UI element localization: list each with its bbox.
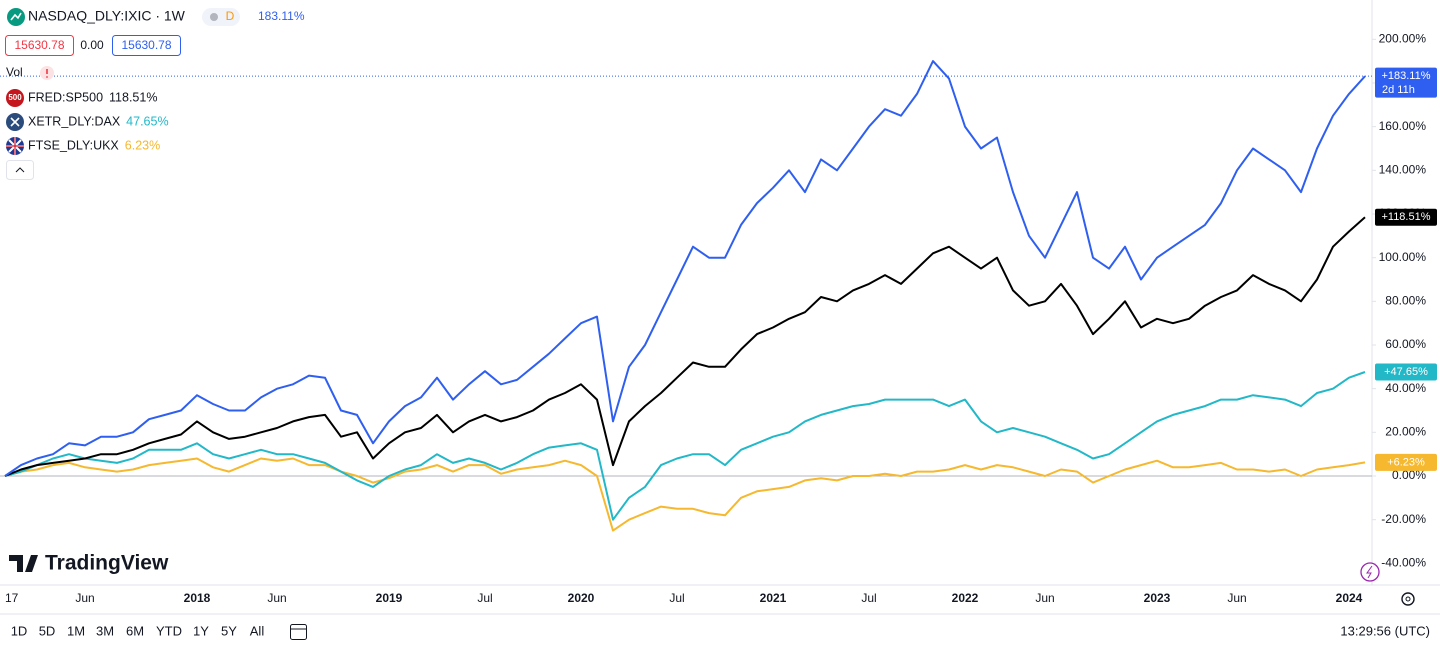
x-tick-label: Jul	[477, 591, 492, 605]
settings-icon[interactable]	[1401, 592, 1415, 606]
x-tick-label: Jul	[861, 591, 876, 605]
range-button[interactable]: 1M	[67, 623, 85, 638]
y-tick-label: 140.00%	[1379, 162, 1427, 176]
status-dot	[210, 13, 218, 21]
y-tick-label: 40.00%	[1385, 381, 1426, 395]
main-symbol: NASDAQ_DLY:IXIC · 1W	[28, 8, 186, 24]
plot	[0, 38, 1376, 564]
change-value: 0.00	[80, 38, 104, 52]
series-line	[4, 457, 1366, 532]
logo-mark	[9, 555, 38, 572]
price-badge-text: +6.23%	[1387, 456, 1425, 468]
lightning-glyph	[1366, 565, 1373, 579]
y-tick-label: 160.00%	[1379, 119, 1427, 133]
price-badge-text: +47.65%	[1384, 366, 1428, 378]
warning-dot	[46, 76, 48, 78]
price-badge-text: +118.51%	[1381, 211, 1430, 223]
series-line	[4, 60, 1366, 477]
range-button[interactable]: 5Y	[221, 623, 237, 638]
close-value: 15630.78	[121, 38, 171, 52]
clock: 13:29:56 (UTC)	[1340, 623, 1430, 638]
x-tick-label: Jun	[75, 591, 94, 605]
range-button[interactable]: 5D	[39, 623, 56, 638]
close-box	[112, 35, 181, 56]
range-button[interactable]: All	[250, 623, 265, 638]
open-box	[5, 35, 74, 56]
price-badge	[1375, 67, 1437, 98]
range-button[interactable]: 3M	[96, 623, 114, 638]
y-tick-label: -40.00%	[1381, 556, 1426, 570]
collapse-button[interactable]	[6, 160, 34, 180]
logo-text: TradingView	[45, 552, 169, 575]
y-tick-label: -20.00%	[1381, 512, 1426, 526]
price-badge	[1375, 208, 1437, 226]
x-tick-label: 17	[5, 591, 19, 605]
settings-hub	[1405, 596, 1411, 602]
status-pill	[202, 8, 240, 26]
price-badge	[1375, 363, 1437, 381]
legend-name: FTSE_DLY:UKX	[28, 138, 119, 152]
x-tick-label: Jun	[1035, 591, 1054, 605]
y-tick-label: 80.00%	[1385, 293, 1426, 307]
x-tick-label: 2020	[568, 591, 595, 605]
y-tick-label: 200.00%	[1379, 31, 1427, 45]
open-value: 15630.78	[14, 38, 64, 52]
range-button[interactable]: 6M	[126, 623, 144, 638]
range-button[interactable]: 1D	[11, 623, 28, 638]
x-tick-label: Jul	[669, 591, 684, 605]
interval-badge: D	[226, 9, 235, 23]
vol-label: Vol	[6, 65, 23, 79]
y-tick-label: 60.00%	[1385, 337, 1426, 351]
x-tick-label: 2019	[376, 591, 403, 605]
price-badge	[1375, 453, 1437, 471]
x-tick-label: 2022	[952, 591, 979, 605]
legend-value: 47.65%	[126, 114, 168, 128]
calendar-icon[interactable]	[290, 624, 307, 640]
x-tick-label: 2023	[1144, 591, 1171, 605]
series-line	[4, 371, 1366, 521]
collapse-chevron	[15, 167, 25, 173]
legend-name: FRED:SP500	[28, 90, 103, 104]
price-badge-text: +183.11%	[1381, 70, 1430, 82]
symbol-icon-glyph	[10, 12, 22, 21]
legend-value: 118.51%	[109, 90, 157, 104]
x-tick-label: Jun	[1227, 591, 1246, 605]
x-tick-label: Jun	[267, 591, 286, 605]
y-tick-label: 100.00%	[1379, 250, 1427, 264]
price-badge-sub: 2d 11h	[1382, 84, 1415, 96]
lightning-icon[interactable]	[1360, 562, 1380, 582]
dax-icon-glyph	[10, 117, 20, 127]
sp500-icon	[6, 89, 24, 107]
x-tick-label: 2021	[760, 591, 787, 605]
main-value: 183.11%	[258, 9, 305, 23]
overlay: NASDAQ_DLY:IXIC · 1W D 183.11% 15630.78 …	[5, 8, 1430, 640]
series-line	[4, 216, 1366, 477]
legend-name: XETR_DLY:DAX	[28, 114, 121, 128]
x-tick-label: 2018	[184, 591, 211, 605]
ftse-icon-red	[6, 137, 24, 155]
sp500-icon-text: 500	[8, 93, 22, 102]
y-tick-label: 0.00%	[1392, 468, 1426, 482]
y-tick-label: 20.00%	[1385, 425, 1426, 439]
range-button[interactable]: YTD	[156, 623, 182, 638]
legend-value: 6.23%	[125, 138, 160, 152]
range-button[interactable]: 1Y	[193, 623, 209, 638]
x-tick-label: 2024	[1336, 591, 1363, 605]
